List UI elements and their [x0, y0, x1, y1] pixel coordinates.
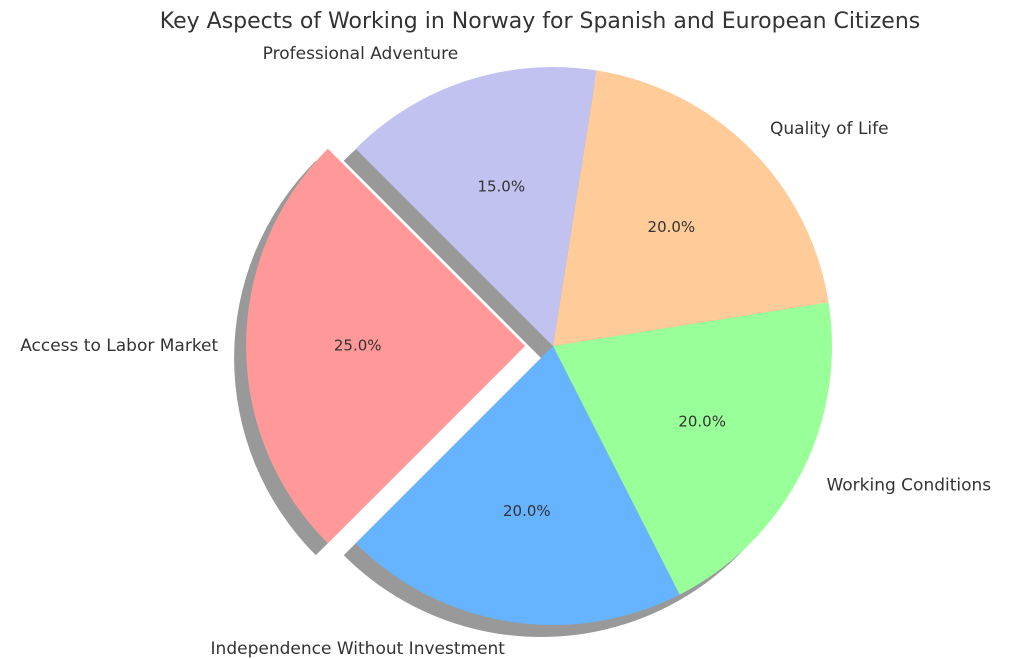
chart-title: Key Aspects of Working in Norway for Spa…	[160, 9, 920, 34]
value-label: 15.0%	[477, 177, 525, 195]
slice	[246, 148, 526, 544]
slice	[553, 70, 829, 347]
slice-label: Professional Adventure	[263, 44, 459, 64]
slice	[355, 346, 680, 625]
slice-label: Access to Labor Market	[20, 336, 218, 356]
value-label: 20.0%	[678, 412, 726, 430]
slice-label: Working Conditions	[826, 475, 991, 495]
value-label: 25.0%	[334, 337, 382, 355]
slice	[553, 302, 833, 595]
slice	[355, 66, 597, 346]
value-label: 20.0%	[648, 218, 696, 236]
slice-label: Independence Without Investment	[211, 639, 506, 659]
slice-label: Quality of Life	[770, 119, 889, 139]
value-label: 20.0%	[503, 502, 551, 520]
